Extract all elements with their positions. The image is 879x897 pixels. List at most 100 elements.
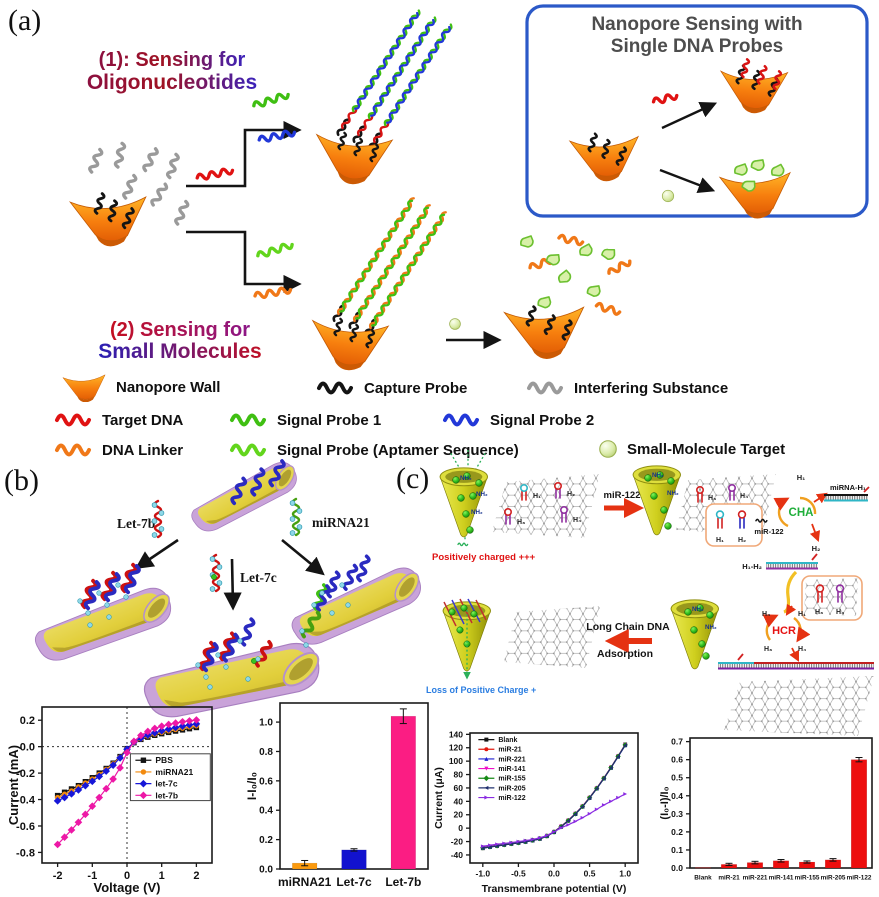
h1h2-duplex <box>766 553 818 570</box>
h1-label: H₁ <box>533 493 541 500</box>
panel-c-schematic: NH₂ NH₂ NH₂ Positively charged +++ H₁ H₂… <box>426 450 874 736</box>
svg-text:miR-141: miR-141 <box>498 766 525 773</box>
svg-text:0.0: 0.0 <box>671 863 683 873</box>
svg-text:-0.8: -0.8 <box>16 847 35 859</box>
panel-a-title2-line1: (2) Sensing for <box>110 319 250 341</box>
svg-text:0.0: 0.0 <box>548 869 560 879</box>
svg-text:0.6: 0.6 <box>259 776 273 787</box>
hcr-cycle: HCR H₄ H₁ H₃ H₄ <box>762 603 811 662</box>
svg-text:-0.2: -0.2 <box>16 768 35 780</box>
mirna21-target <box>288 497 304 537</box>
inset-title-line1: Nanopore Sensing with <box>591 14 802 35</box>
bar-Let-7b <box>390 715 416 870</box>
svg-text:0.0: 0.0 <box>259 865 273 876</box>
svg-text:-2: -2 <box>53 870 63 882</box>
nh2-label: NH₂ <box>667 490 679 497</box>
svg-text:1.0: 1.0 <box>259 718 273 729</box>
target-dna-icon <box>55 413 91 427</box>
svg-text:Blank: Blank <box>498 737 517 744</box>
svg-text:40: 40 <box>454 796 464 806</box>
legend-item-target-dna: Target DNA <box>54 410 183 430</box>
svg-text:140: 140 <box>449 729 463 739</box>
legend-label: Interfering Substance <box>574 379 729 397</box>
signal-probe-2-icon <box>443 413 479 427</box>
panel-a-title1-line2: Oligonucleotides <box>87 71 257 94</box>
nh2-label: NH₂ <box>652 472 664 479</box>
cone-after-mir122: NH₂ NH₂ <box>632 465 681 536</box>
mir122-arrow-label: miR-122 <box>604 490 641 501</box>
svg-text:20: 20 <box>454 810 464 820</box>
legend-label: Signal Probe (Aptamer Sequence) <box>277 441 519 459</box>
let7c-label: Let-7c <box>240 570 277 585</box>
panel-c-iv-chart: -40 -20 0 20 40 60 80 100 120 140 Current (μA) -1.0… <box>433 729 639 895</box>
svg-text:(I₀-I)/I₀: (I₀-I)/I₀ <box>659 786 671 819</box>
svg-text:miR-21: miR-21 <box>498 747 521 754</box>
result-oligonucleotide-sensing <box>310 8 454 190</box>
branch-arrow-2 <box>186 230 302 294</box>
nh2-label: NH₂ <box>476 491 488 498</box>
legend-item-aptamer-probe: Signal Probe (Aptamer Sequence) <box>229 440 519 460</box>
svg-text:miR-155: miR-155 <box>498 776 525 783</box>
h3-label: H₃ <box>708 495 716 502</box>
legend-label: Capture Probe <box>364 379 468 397</box>
svg-text:0.2: 0.2 <box>671 827 683 837</box>
svg-text:0: 0 <box>124 870 130 882</box>
svg-text:miR-122: miR-122 <box>498 795 525 802</box>
graphene-sheet-3 <box>724 676 874 736</box>
svg-text:0.4: 0.4 <box>259 806 273 817</box>
signal-probe-1-icon <box>230 413 266 427</box>
signal-probe-2-squiggle <box>256 127 297 145</box>
dna-linker-squiggle <box>252 285 293 301</box>
svg-text:0.2: 0.2 <box>259 835 273 846</box>
hcr-label: HCR <box>772 625 796 637</box>
let7c-target <box>208 553 224 593</box>
svg-text:Current (μA): Current (μA) <box>433 767 445 829</box>
nh2-label: NH₂ <box>460 475 472 482</box>
panel-b-label: (b) <box>4 464 39 497</box>
h3-label: H₃ <box>764 646 772 653</box>
positively-charged-label: Positively charged +++ <box>432 552 536 563</box>
capture-probe-icon <box>317 381 353 395</box>
svg-text:0.2: 0.2 <box>20 715 35 727</box>
small-molecule-ball <box>449 318 461 330</box>
h4-label: H₄ <box>573 517 581 524</box>
cha-cycle: CHA H₁ H₂ miRNA-H₁ <box>773 473 870 553</box>
svg-text:-1: -1 <box>87 870 97 882</box>
h2-label: H₂ <box>738 537 746 544</box>
nanopore-top <box>191 457 299 532</box>
legend-label: Signal Probe 1 <box>277 411 382 429</box>
svg-text:PBS: PBS <box>155 755 173 765</box>
h2-label: H₂ <box>812 544 821 553</box>
mirna21-label: miRNA21 <box>312 515 370 530</box>
legend-label: Nanopore Wall <box>116 378 221 396</box>
legend-item-small-molecule: Small-Molecule Target <box>597 438 785 460</box>
svg-text:Let-7c: Let-7c <box>336 875 372 889</box>
svg-text:miR-221: miR-221 <box>743 874 768 881</box>
svg-text:0.0: 0.0 <box>20 742 35 754</box>
svg-text:0.3: 0.3 <box>671 809 683 819</box>
result-small-molecule-assembled <box>306 195 449 376</box>
svg-text:miR-122: miR-122 <box>847 874 872 881</box>
aptamer-probe-squiggle <box>255 240 295 261</box>
nanopore-wall-icon <box>62 374 106 402</box>
svg-text:0.7: 0.7 <box>671 737 683 747</box>
svg-text:Current (mA): Current (mA) <box>6 745 21 825</box>
h1-label: H₁ <box>716 537 724 544</box>
panel-c-label: (c) <box>396 462 430 495</box>
linker-chain <box>783 570 798 614</box>
cone-before-adsorption: NH₂ NH₂ <box>670 599 719 670</box>
nanopore-let7c <box>137 604 329 756</box>
h3-label: H₃ <box>815 609 823 616</box>
mirna-h1-label: miRNA-H₁ <box>830 483 866 492</box>
h2-label: H₂ <box>567 491 575 498</box>
nanopore-wall-sample <box>69 191 147 247</box>
graphene-sheet-2: H₃ H₄ H₁ H₂ <box>676 474 776 547</box>
svg-text:80: 80 <box>454 770 464 780</box>
legend-label: Signal Probe 2 <box>490 411 595 429</box>
target-dna-squiggle <box>194 165 235 183</box>
h4-label: H₄ <box>762 611 770 618</box>
svg-text:-1.0: -1.0 <box>475 869 490 879</box>
nh2-label: NH₂ <box>705 624 717 631</box>
